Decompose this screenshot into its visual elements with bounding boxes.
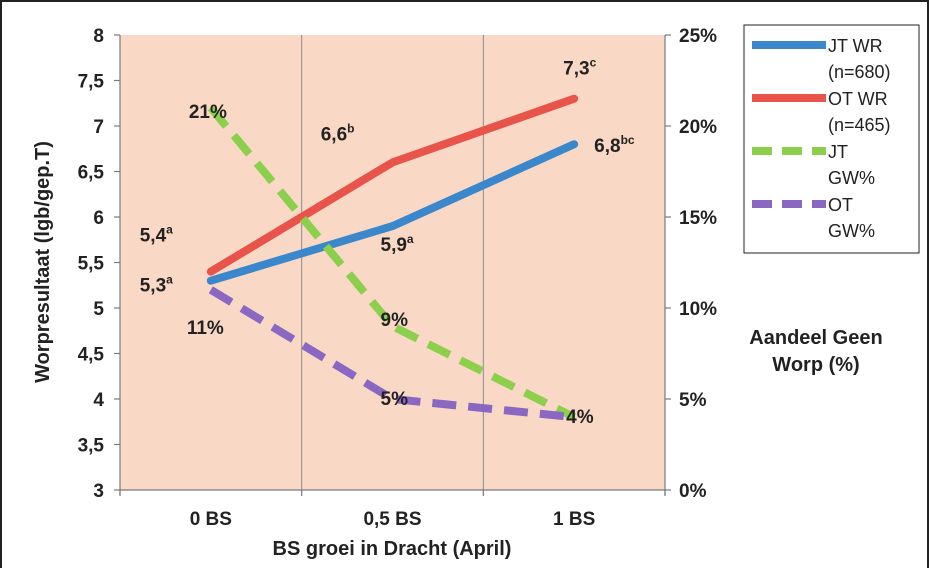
x-axis-title: BS groei in Dracht (April) [273, 538, 512, 560]
x-tick-label: 0 BS [190, 509, 232, 530]
y-tick-label: 3 [93, 481, 104, 502]
x-tick-label: 0,5 BS [363, 509, 421, 530]
series-line-3 [208, 286, 575, 422]
y-tick-label: 8 [93, 26, 104, 47]
data-label: 6,8bc [594, 133, 635, 157]
y2-axis-title-line-2: Worp (%) [772, 354, 859, 376]
right-axis-ticks: 0% 5% 10% 15% 20% 25% [665, 26, 717, 502]
y-tick-label: 7,5 [78, 72, 105, 93]
data-label: 5% [381, 389, 409, 410]
legend-label: JT WR [828, 36, 883, 56]
y2-tick-label: 0% [679, 481, 707, 502]
y-axis-title: Worpresultaat (lgb/gep.T) [32, 141, 54, 383]
y2-tick-label: 10% [679, 299, 717, 320]
series-line-1 [206, 94, 579, 276]
legend-label: JT [828, 142, 848, 162]
legend-label: (n=680) [828, 62, 891, 82]
legend-label: OT WR [828, 89, 888, 109]
y-tick-label: 5,5 [78, 254, 105, 275]
legend-box [743, 24, 920, 254]
y2-tick-label: 15% [679, 208, 717, 229]
y-tick-label: 3,5 [78, 436, 105, 457]
x-tick-label: 1 BS [553, 509, 595, 530]
data-label: 5,9a [381, 232, 414, 256]
legend-label: GW% [828, 168, 875, 188]
y-tick-label: 6,5 [78, 163, 105, 184]
legend-label: GW% [828, 221, 875, 241]
left-axis-ticks: 3 3,5 4 4,5 5 5,5 6 6,5 7 7,5 8 [78, 26, 120, 502]
legend-label: (n=465) [828, 115, 891, 135]
legend: JT WR (n=680) OT WR (n=465) JT GW% OT GW% [743, 24, 920, 254]
y2-tick-label: 25% [679, 26, 717, 47]
y-tick-label: 5 [93, 299, 104, 320]
y2-tick-label: 5% [679, 390, 707, 411]
series-line-2 [207, 105, 576, 421]
data-label: 21% [189, 102, 227, 123]
y-tick-label: 6 [93, 208, 104, 229]
y-tick-label: 4 [93, 390, 104, 411]
data-label: 9% [381, 310, 409, 331]
x-axis-ticks: 0 BS 0,5 BS 1 BS [190, 509, 596, 530]
series-line-0 [206, 140, 579, 285]
data-label: 4% [566, 407, 594, 428]
y2-tick-label: 20% [679, 117, 717, 138]
legend-label: OT [828, 195, 853, 215]
y-tick-label: 7 [93, 117, 104, 138]
data-label: 11% [187, 318, 224, 339]
gridlines [119, 35, 666, 496]
series-lines [206, 94, 579, 422]
y2-axis-title-line-1: Aandeel Geen [749, 327, 882, 349]
y-tick-label: 4,5 [78, 345, 105, 366]
